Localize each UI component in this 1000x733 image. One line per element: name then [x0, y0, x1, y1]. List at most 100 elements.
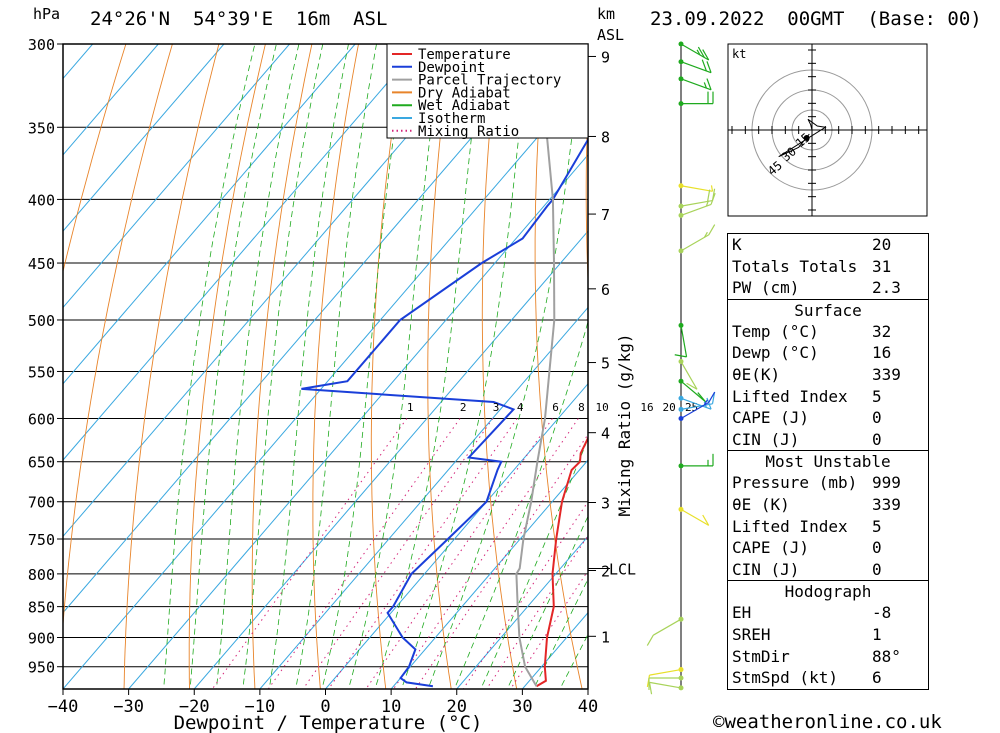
wet-adiabat [506, 515, 588, 689]
wind-barb-column [646, 41, 716, 695]
x-tick-label: 40 [578, 697, 598, 717]
pressure-tick-label: 300 [28, 36, 55, 54]
dry-adiabat [123, 44, 220, 689]
wind-barb [648, 675, 684, 690]
mixing-ratio-label: 20 [662, 401, 675, 414]
pressure-tick-label: 550 [28, 363, 55, 381]
wind-barb [674, 322, 688, 358]
index-row: Pressure (mb) 999 [732, 473, 901, 493]
dry-adiabat [251, 44, 313, 689]
wind-barb [678, 192, 716, 218]
index-row: K 20 [732, 235, 892, 254]
x-tick-label: 0 [320, 697, 330, 717]
dry-adiabat [188, 44, 266, 689]
km-tick-label: 9 [601, 48, 610, 66]
x-tick-label: −30 [113, 697, 144, 717]
index-row: PW (cm) 2.3 [732, 278, 901, 298]
wet-adiabat [189, 44, 277, 689]
mixing-ratio-line [393, 418, 579, 689]
isotherm [63, 44, 290, 309]
mixing-ratio-line [328, 418, 518, 689]
legend-label: Wet Adiabat [418, 98, 511, 114]
wind-barb [678, 224, 716, 254]
wind-barb [678, 359, 698, 390]
index-row: θE (K) 339 [732, 494, 901, 514]
mixing-ratio-label: 2 [460, 401, 467, 414]
dry-adiabat [312, 44, 359, 689]
wet-adiabat [321, 44, 409, 689]
pressure-tick-label: 650 [28, 454, 55, 472]
plot-frame [62, 43, 589, 690]
pressure-tick-label: 500 [28, 312, 55, 330]
lcl-label: LCL [609, 560, 636, 578]
mixing-ratio-label: 16 [640, 401, 653, 414]
mixing-ratio-axis-label: Mixing Ratio (g/kg) [615, 333, 634, 516]
mixing-ratio-label: 6 [552, 401, 559, 414]
index-row: SREH 1 [732, 624, 882, 644]
mixing-ratio-label: 8 [578, 401, 585, 414]
x-tick-label: 30 [512, 697, 532, 717]
index-row: CIN (J) 0 [732, 429, 882, 449]
legend-label: Dry Adiabat [418, 85, 511, 101]
wind-barb [678, 188, 716, 209]
km-tick-label: 2 [601, 562, 610, 580]
km-tick-label: 5 [601, 355, 610, 373]
wet-adiabat [268, 44, 349, 689]
parcel-trajectory-line [515, 44, 556, 687]
wind-barb [678, 453, 714, 469]
wet-adiabat [480, 437, 588, 689]
index-row: Temp (°C) 32 [732, 321, 892, 341]
wet-adiabat [401, 44, 530, 689]
location-title: 24°26'N 54°39'E 16m ASL [90, 8, 388, 30]
legend-label: Isotherm [418, 111, 485, 127]
mixing-ratio-line [267, 418, 461, 689]
isotherm [259, 306, 588, 689]
isotherm [325, 383, 588, 689]
x-tick-label: −40 [48, 697, 79, 717]
wet-adiabat [533, 578, 588, 689]
isotherm [390, 459, 588, 689]
mixing-ratio-line [414, 433, 588, 689]
mixing-ratio-label: 4 [517, 401, 524, 414]
isotherm [63, 44, 159, 156]
legend-box [386, 43, 589, 139]
km-asl-label: ASL [597, 26, 625, 44]
index-row: EH -8 [732, 603, 892, 623]
wet-adiabat [374, 44, 484, 689]
copyright-link[interactable]: ©weatheronline.co.uk [713, 711, 942, 733]
pressure-tick-label: 850 [28, 599, 55, 617]
storm-motion-marker [803, 135, 810, 141]
pressure-tick-label: 600 [28, 410, 55, 428]
dry-adiabat [370, 44, 406, 689]
hodograph-section: Hodograph EH -8 SREH 1 StmDir 88° StmSpd (k… [728, 580, 928, 688]
dry-adiabat [917, 44, 1000, 689]
x-tick-label: 20 [447, 697, 467, 717]
isotherm [63, 44, 225, 232]
km-tick-label: 3 [601, 495, 610, 513]
km-tick-label: 6 [601, 281, 610, 299]
pressure-tick-label: 800 [28, 566, 55, 584]
indices-table: K 20 Totals Totals 31 PW (cm) 2.3 Surface T… [727, 233, 929, 690]
x-tick-label: −10 [245, 697, 276, 717]
wind-barb [678, 183, 714, 192]
km-tick-label: 4 [601, 425, 610, 443]
index-row: Dewp (°C) 16 [732, 343, 892, 363]
mixing-ratio-line [462, 500, 588, 689]
surface-title: Surface [794, 300, 862, 320]
legend-label: Mixing Ratio [418, 124, 519, 140]
isotherm [63, 44, 422, 461]
pressure-tick-label: 900 [28, 630, 55, 648]
wind-barb [678, 91, 714, 107]
isotherm [0, 44, 27, 689]
hodograph-title: Hodograph [784, 582, 872, 602]
mixing-ratio-line [211, 418, 408, 689]
dry-adiabat [63, 44, 127, 274]
hodograph-trace [778, 118, 827, 158]
wet-adiabat [163, 44, 256, 689]
x-axis-label: Dewpoint / Temperature (°C) [174, 712, 483, 733]
x-tick-label: 10 [381, 697, 401, 717]
wind-barb [678, 41, 710, 61]
most-unstable-section: Most Unstable Pressure (mb) 999 θE (K) 339… [728, 450, 928, 580]
mixing-ratio-label: 10 [595, 401, 608, 414]
